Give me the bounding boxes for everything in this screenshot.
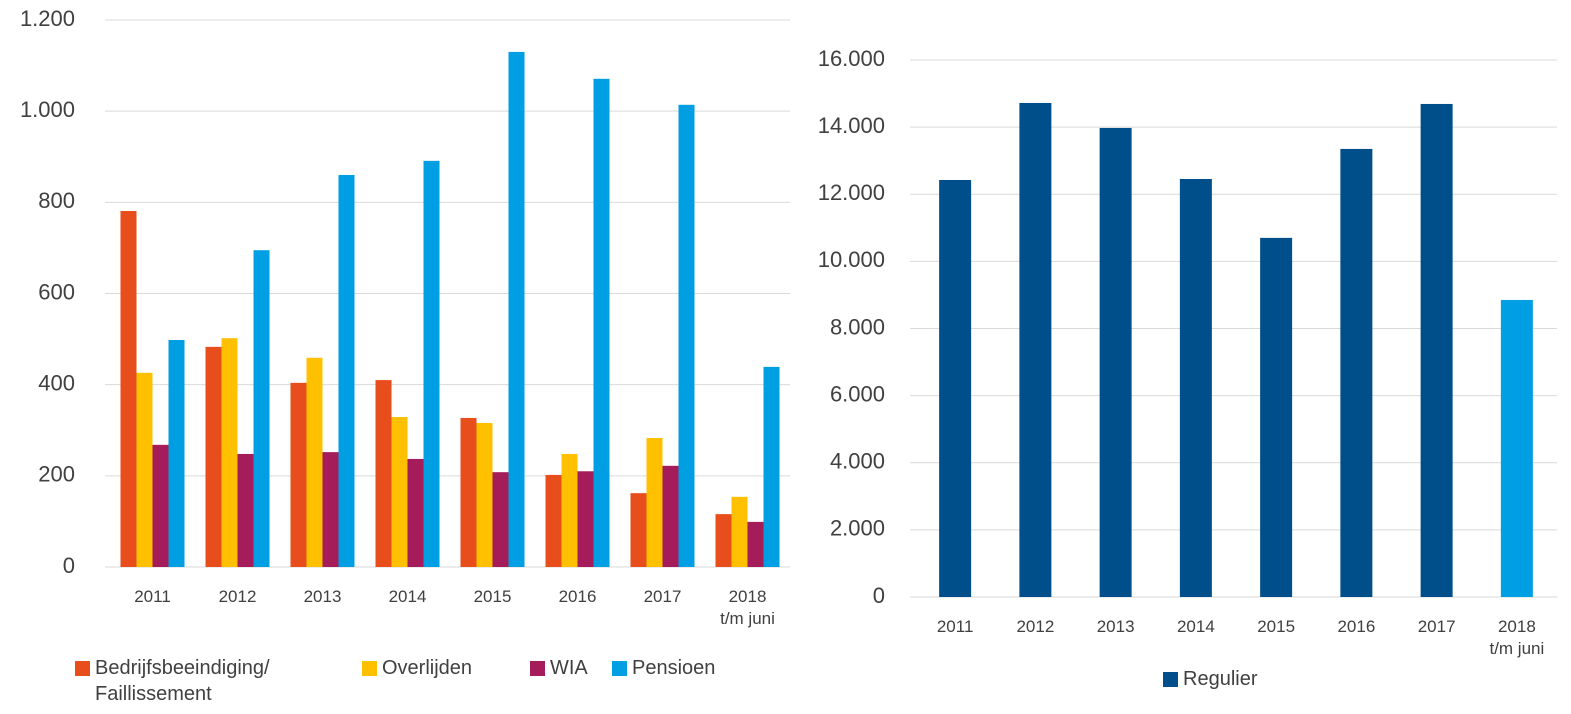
bar <box>593 78 610 568</box>
legend-label: Pensioen <box>632 657 716 679</box>
legend-label: Bedrijfsbeeindiging/ Faillissement <box>95 657 270 705</box>
x-tick-label: 2017 <box>643 587 682 606</box>
bar <box>1500 299 1533 597</box>
bar <box>306 357 323 567</box>
x-tick-label: 2015 <box>1257 617 1296 636</box>
bar <box>322 452 339 567</box>
bar <box>375 380 392 567</box>
bar <box>1019 102 1052 598</box>
bar <box>1099 127 1132 598</box>
x-tick-label: 2013 <box>1096 617 1135 636</box>
y-tick-label: 1.200 <box>20 6 75 31</box>
legend-label: Regulier <box>1183 668 1258 690</box>
bar <box>763 366 780 567</box>
x-tick-label: 2016 <box>1337 617 1376 636</box>
y-tick-label: 1.000 <box>20 97 75 122</box>
legend-label: Overlijden <box>382 657 473 679</box>
y-tick-label: 0 <box>873 583 885 608</box>
bar <box>120 210 137 567</box>
x-tick-label: 2018 t/m juni <box>720 587 775 628</box>
bar <box>290 382 307 567</box>
legend-swatch <box>362 661 377 676</box>
bar <box>136 372 153 567</box>
y-tick-label: 600 <box>38 279 75 304</box>
bar <box>460 417 477 567</box>
x-tick-label: 2016 <box>558 587 597 606</box>
bar <box>1340 148 1373 598</box>
bar <box>168 339 185 567</box>
x-tick-label: 2011 <box>134 587 171 606</box>
bar <box>205 346 222 567</box>
bar <box>152 444 169 567</box>
legend-swatch <box>530 661 545 676</box>
y-tick-label: 14.000 <box>818 113 885 138</box>
legend-swatch <box>75 661 90 676</box>
bar <box>508 51 525 568</box>
bar <box>646 437 663 567</box>
x-tick-label: 2012 <box>1016 617 1055 636</box>
bar <box>630 493 647 567</box>
bar <box>391 417 408 567</box>
y-tick-label: 6.000 <box>830 381 885 406</box>
x-tick-label: 2014 <box>388 587 427 606</box>
bar <box>253 250 270 567</box>
x-tick-label: 2015 <box>473 587 512 606</box>
bar <box>237 453 254 567</box>
y-tick-label: 800 <box>38 188 75 213</box>
bar <box>939 179 972 597</box>
x-tick-label: 2013 <box>303 587 342 606</box>
x-tick-label: 2012 <box>218 587 257 606</box>
legend-label: WIA <box>550 657 588 679</box>
bar <box>715 514 732 567</box>
bar <box>1260 237 1293 597</box>
bar <box>476 422 493 567</box>
y-tick-label: 4.000 <box>830 449 885 474</box>
bar <box>747 521 764 567</box>
bar <box>407 458 424 567</box>
bar <box>1179 178 1212 597</box>
x-tick-label: 2014 <box>1176 617 1215 636</box>
bar <box>731 496 748 567</box>
bar <box>423 160 440 568</box>
x-tick-label: 2011 <box>936 617 974 636</box>
bar <box>492 472 509 567</box>
bar <box>221 338 238 567</box>
y-tick-label: 0 <box>63 553 75 578</box>
bar <box>577 471 594 567</box>
x-tick-label: 2017 <box>1417 617 1456 636</box>
bar <box>662 465 679 567</box>
bar <box>338 174 355 567</box>
legend-swatch <box>612 661 627 676</box>
y-tick-label: 10.000 <box>818 247 885 272</box>
y-tick-label: 2.000 <box>830 516 885 541</box>
y-tick-label: 400 <box>38 370 75 395</box>
x-tick-label: 2018 t/m juni <box>1489 617 1545 658</box>
bar <box>678 104 695 567</box>
bar <box>561 453 578 567</box>
y-tick-label: 8.000 <box>830 314 885 339</box>
y-tick-label: 200 <box>38 462 75 487</box>
y-tick-label: 16.000 <box>818 46 885 71</box>
bar <box>1420 103 1453 598</box>
legend-swatch <box>1163 672 1178 687</box>
y-tick-label: 12.000 <box>818 180 885 205</box>
bar <box>545 474 562 567</box>
